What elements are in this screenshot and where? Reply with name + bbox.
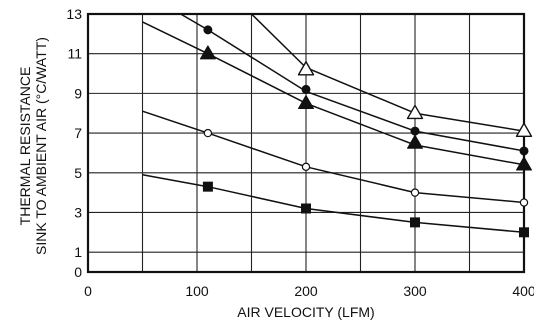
series-layer — [142, 14, 533, 238]
series-4-open-circle — [142, 110, 529, 207]
y-axis-title-line-1: THERMAL RESISTANCE — [17, 67, 33, 226]
data-point-open-triangle-300 — [406, 104, 424, 120]
y-tick-label-7: 7 — [74, 125, 82, 141]
data-point-filled-square-300 — [410, 217, 420, 228]
y-axis-title-line-2: SINK TO AMBIENT AIR (°C/WATT) — [33, 37, 49, 255]
data-point-open-triangle-400 — [515, 122, 533, 137]
y-tick-label-13: 13 — [66, 6, 82, 22]
series-line-2 — [180, 14, 524, 152]
series-3-filled-triangle — [142, 21, 532, 171]
series-5-filled-square — [142, 174, 529, 238]
x-tick-label-0: 0 — [84, 283, 92, 299]
y-axis-title: THERMAL RESISTANCE SINK TO AMBIENT AIR (… — [17, 37, 49, 255]
x-tick-label-300: 300 — [403, 283, 427, 299]
series-line-4 — [142, 110, 524, 204]
data-point-filled-circle-400 — [519, 146, 529, 156]
data-point-open-circle-200 — [301, 162, 311, 172]
data-point-filled-square-110 — [202, 181, 213, 192]
x-axis-title: AIR VELOCITY (LFM) — [237, 304, 374, 320]
series-line-1 — [250, 14, 524, 132]
data-point-filled-circle-110 — [203, 25, 213, 35]
y-tick-label-3: 3 — [74, 204, 82, 220]
data-point-filled-triangle-110 — [199, 45, 216, 60]
grid-layer — [88, 14, 524, 272]
y-tick-label-9: 9 — [74, 85, 82, 101]
plot-frame — [86, 12, 526, 274]
x-tick-label-200: 200 — [294, 283, 318, 299]
x-tick-label-400: 400 — [512, 283, 534, 299]
data-point-filled-square-200 — [301, 203, 311, 214]
x-tick-label-100: 100 — [185, 283, 209, 299]
series-1-open-triangle — [250, 14, 533, 137]
data-point-open-circle-110 — [203, 128, 213, 138]
data-point-filled-triangle-300 — [407, 134, 423, 149]
series-2-filled-circle — [180, 14, 529, 156]
data-point-filled-circle-300 — [410, 126, 420, 136]
data-point-filled-square-400 — [519, 227, 529, 238]
data-point-open-circle-400 — [519, 198, 529, 207]
data-point-open-circle-300 — [410, 188, 420, 197]
data-point-filled-triangle-400 — [516, 156, 532, 171]
series-line-5 — [142, 174, 524, 234]
axis-layer — [86, 12, 526, 274]
data-point-open-triangle-200 — [297, 61, 315, 76]
y-tick-label-11: 11 — [67, 46, 82, 62]
y-tick-label-5: 5 — [74, 165, 82, 181]
y-tick-label-1: 1 — [74, 244, 82, 260]
data-point-filled-circle-200 — [301, 84, 311, 94]
data-point-filled-triangle-200 — [298, 95, 314, 110]
y-tick-label-0: 0 — [74, 264, 82, 280]
